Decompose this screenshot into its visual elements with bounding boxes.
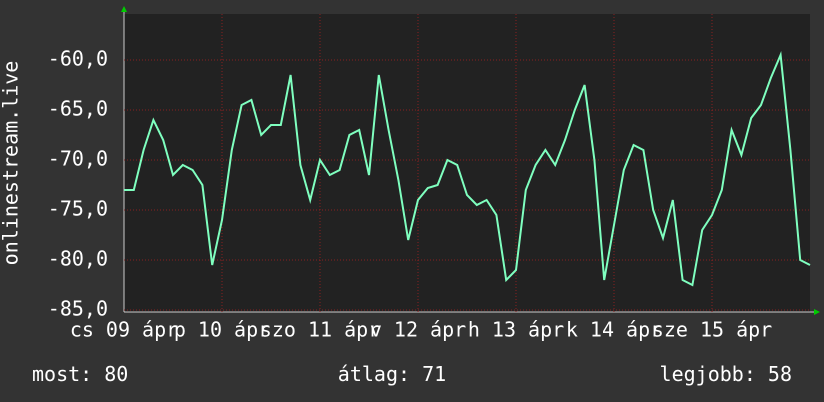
stat: most: 80 <box>32 362 128 386</box>
x-tick-label: v 12 ápr <box>370 318 466 342</box>
x-tick-label: h 13 ápr <box>468 318 564 342</box>
plot-area <box>124 14 810 312</box>
y-tick-label: -85,0 <box>48 297 108 321</box>
stat-label: legjobb: <box>660 362 756 386</box>
x-tick-label: cs 09 ápr <box>70 318 178 342</box>
y-axis-label: onlinestream.live <box>0 61 23 266</box>
stat: legjobb: 58 <box>660 362 792 386</box>
stat: átlag: 71 <box>338 362 446 386</box>
stat-label: átlag: <box>338 362 410 386</box>
y-tick-label: -70,0 <box>48 147 108 171</box>
y-tick-label: -65,0 <box>48 97 108 121</box>
y-arrow <box>121 6 127 12</box>
y-tick-label: -75,0 <box>48 197 108 221</box>
x-arrow <box>814 309 820 315</box>
stat-value: 58 <box>768 362 792 386</box>
data-line <box>124 51 811 287</box>
x-tick-label: szo 11 ápr <box>260 318 380 342</box>
stat-value: 71 <box>422 362 446 386</box>
x-tick-label: sze 15 ápr <box>652 318 772 342</box>
x-tick-label: p 10 ápr <box>174 318 270 342</box>
y-tick-label: -80,0 <box>48 247 108 271</box>
x-tick-label: k 14 ápr <box>566 318 662 342</box>
stat-label: most: <box>32 362 92 386</box>
y-tick-label: -60,0 <box>48 47 108 71</box>
stat-value: 80 <box>104 362 128 386</box>
